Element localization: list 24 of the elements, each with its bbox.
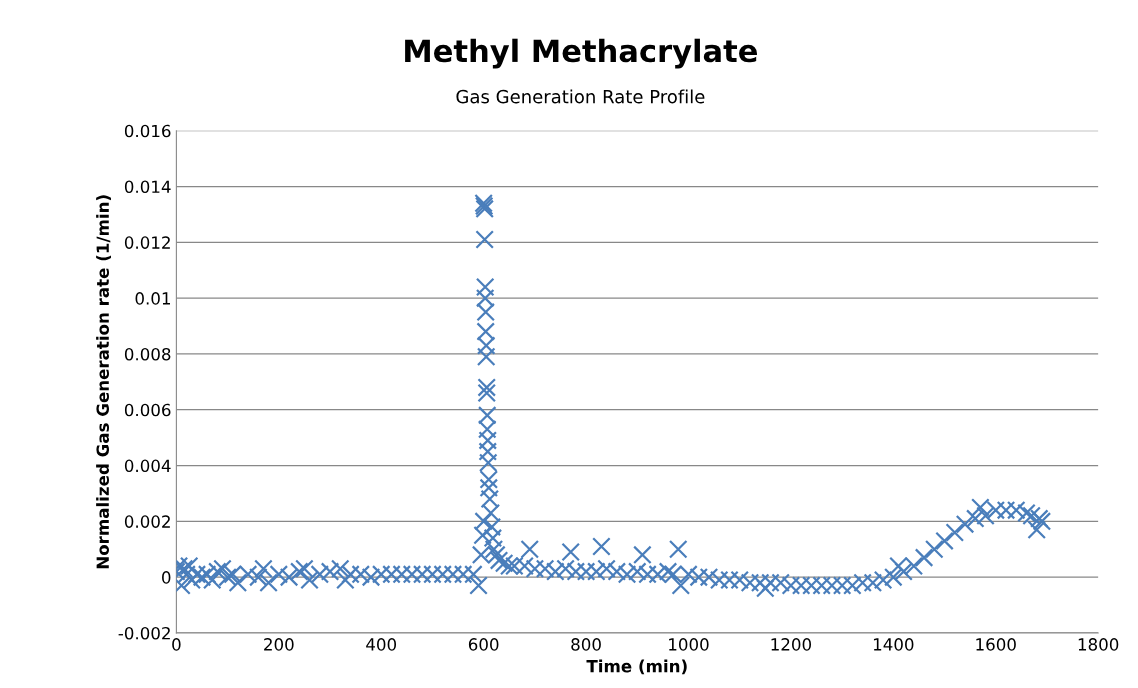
- x-tick-label: 1200: [771, 638, 812, 651]
- x-tick-label: 1800: [1078, 638, 1119, 651]
- x-tick-label: 400: [366, 638, 397, 651]
- y-tick-label: 0.008: [124, 347, 171, 361]
- chart-title: Methyl Methacrylate: [405, 38, 757, 69]
- y-tick-label: 0.004: [124, 459, 171, 473]
- chart-subtitle: Gas Generation Rate Profile: [456, 89, 705, 104]
- y-tick-label: 0.006: [124, 403, 171, 417]
- x-tick-label: 1400: [873, 638, 914, 651]
- x-tick-label: 200: [264, 638, 294, 651]
- x-tick-label: 800: [571, 638, 601, 651]
- y-axis-title: Normalized Gas Generation rate (1/min): [96, 195, 111, 569]
- x-tick-label: 1000: [669, 638, 709, 651]
- y-tick-label: 0.002: [124, 515, 170, 528]
- x-tick-label: 1600: [976, 638, 1016, 651]
- y-tick-label: 0.016: [124, 124, 171, 138]
- x-tick-label: 600: [468, 638, 499, 651]
- x-axis-title: Time (min): [586, 659, 687, 675]
- y-tick-label: 0.01: [135, 292, 170, 305]
- y-tick-label: 0.014: [124, 180, 171, 194]
- y-tick-label: -0.002: [118, 626, 170, 640]
- x-tick-label: 0: [172, 638, 181, 651]
- y-tick-label: 0: [162, 571, 171, 584]
- y-tick-label: 0.012: [124, 236, 170, 249]
